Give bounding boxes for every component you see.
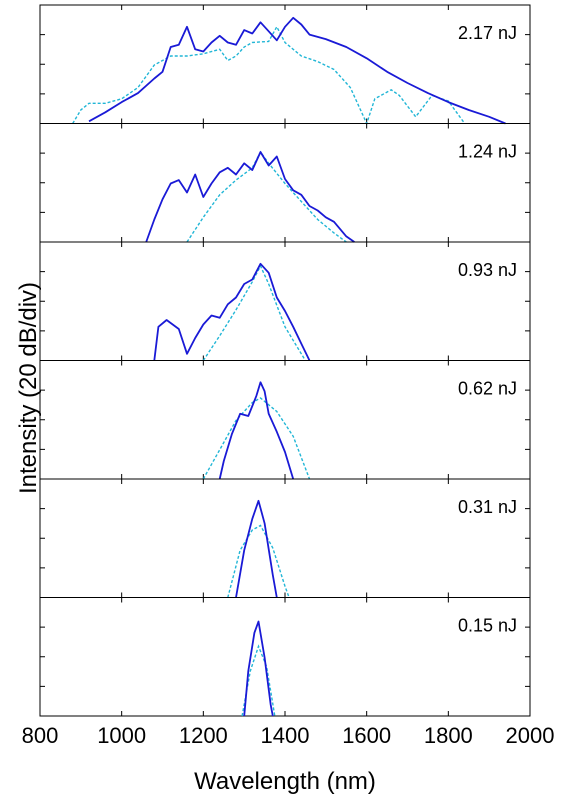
x-tick-labels: 800 1000 1200 1400 1600 1800 2000 — [22, 723, 555, 748]
panel-energy-label: 2.17 nJ — [458, 23, 517, 43]
measured-spectrum-line — [153, 262, 311, 361]
panel-energy-label: 1.24 nJ — [458, 142, 517, 162]
x-axis-title: Wavelength (nm) — [194, 768, 376, 795]
spectrum-panel: 2.17 nJ — [39, 4, 531, 126]
panel-frame — [39, 478, 531, 598]
simulated-spectrum-line — [72, 25, 466, 126]
y-axis-title: Intensity (20 dB/div) — [15, 282, 42, 494]
x-tick-label: 800 — [22, 723, 59, 748]
spectrum-panel: 0.15 nJ — [39, 597, 531, 717]
panel-frame — [39, 360, 531, 480]
spectrum-panel: 0.31 nJ — [39, 478, 531, 598]
spectrum-panel: 0.93 nJ — [39, 241, 531, 361]
simulated-spectrum-line — [202, 397, 311, 480]
spectrum-panel: 0.62 nJ — [39, 360, 531, 480]
panel-energy-label: 0.15 nJ — [458, 616, 517, 636]
x-tick-label: 2000 — [506, 723, 555, 748]
x-tick-label: 1400 — [261, 723, 310, 748]
panel-frame — [39, 241, 531, 361]
measured-spectrum-line — [88, 16, 506, 125]
panel-energy-label: 0.93 nJ — [458, 260, 517, 280]
x-tick-label: 1800 — [424, 723, 473, 748]
panel-frame — [39, 597, 531, 717]
x-tick-label: 1600 — [342, 723, 391, 748]
measured-spectrum-line — [145, 151, 355, 243]
x-tick-label: 1200 — [179, 723, 228, 748]
panel-energy-label: 0.31 nJ — [458, 497, 517, 517]
panels-group: 2.17 nJ 1.24 nJ 0.93 nJ 0.62 nJ 0.31 nJ 0.15 … — [39, 4, 531, 717]
x-tick-label: 1000 — [97, 723, 146, 748]
simulated-spectrum-line — [227, 524, 290, 598]
simulated-spectrum-line — [186, 150, 347, 243]
measured-spectrum-line — [243, 620, 274, 717]
simulated-spectrum-line — [202, 264, 306, 361]
spectrum-panel: 1.24 nJ — [39, 123, 531, 243]
measured-spectrum-line — [218, 381, 295, 480]
measured-spectrum-line — [235, 499, 278, 598]
panel-energy-label: 0.62 nJ — [458, 379, 517, 399]
